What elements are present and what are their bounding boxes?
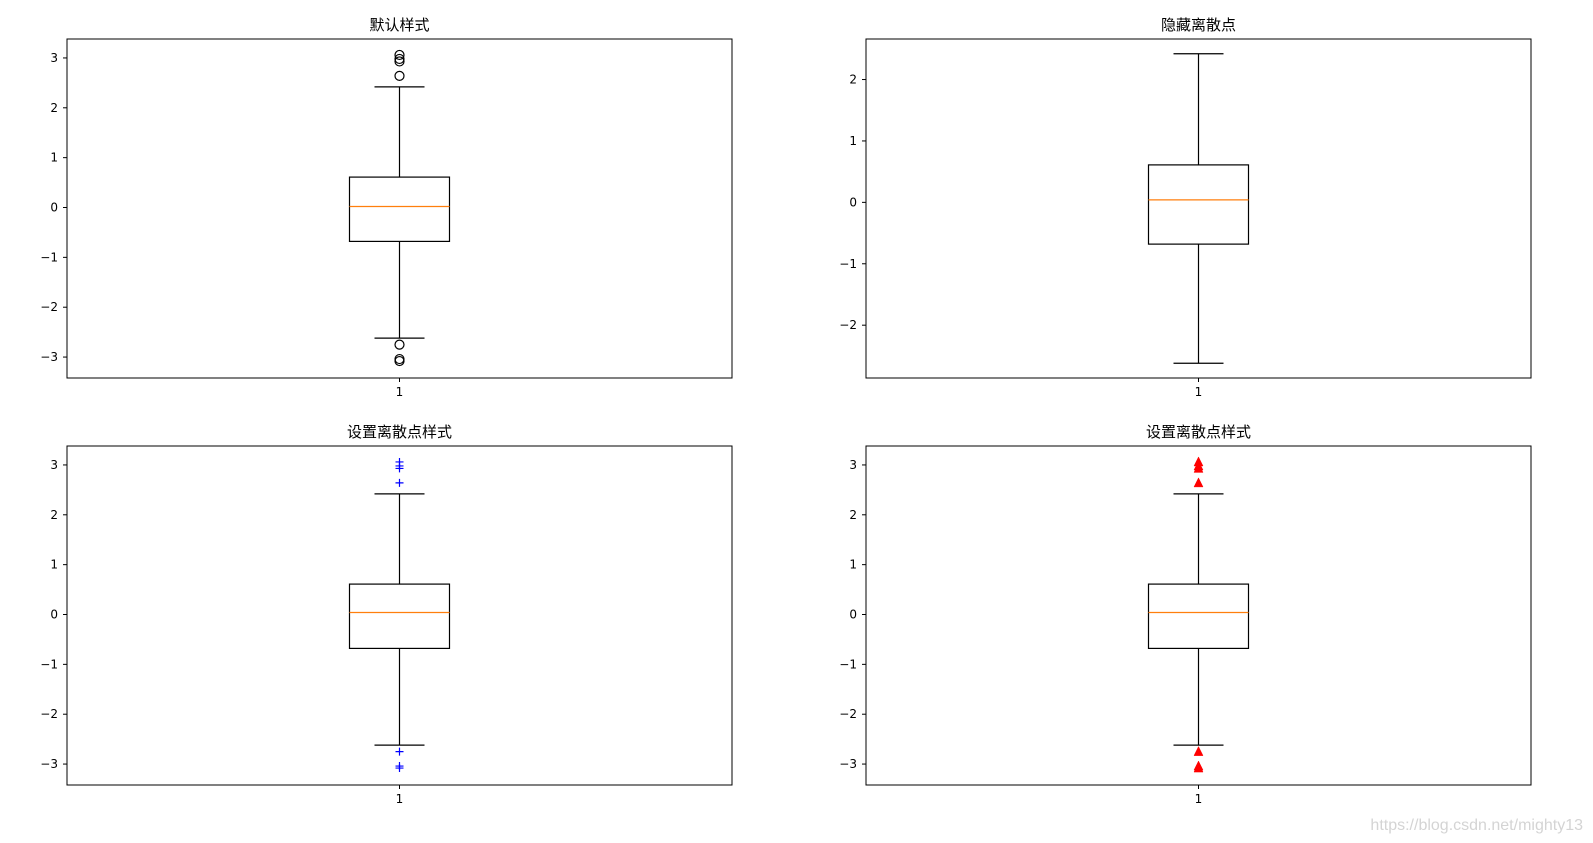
- chart-title: 设置离散点样式: [347, 423, 452, 441]
- y-tick-label: −3: [40, 757, 58, 771]
- x-tick-label: 1: [396, 385, 404, 399]
- y-tick-label: −1: [839, 257, 857, 271]
- y-tick-label: 3: [50, 458, 58, 472]
- subplot-3: 设置离散点样式 −3 −2 −1 0 1 2 3 1: [40, 423, 733, 806]
- x-tick-label: 1: [1195, 792, 1203, 806]
- y-tick-label: 1: [50, 151, 58, 165]
- chart-title: 设置离散点样式: [1146, 423, 1251, 441]
- box: [1147, 583, 1250, 650]
- y-tick-label: 3: [50, 51, 58, 65]
- y-tick-label: 1: [849, 558, 857, 572]
- y-tick-label: −2: [839, 707, 857, 721]
- subplot-4: 设置离散点样式 −3 −2 −1 0 1 2 3 1: [839, 423, 1532, 806]
- watermark: https://blog.csdn.net/mighty13: [1370, 817, 1583, 834]
- outlier-point: [1193, 746, 1204, 756]
- y-tick-label: −2: [40, 300, 58, 314]
- outlier-point: [394, 70, 405, 81]
- y-tick-label: 3: [849, 458, 857, 472]
- outlier-point: [394, 355, 405, 367]
- outlier-point: [1193, 456, 1204, 467]
- y-tick-label: 2: [50, 508, 58, 522]
- y-tick-label: −3: [839, 757, 857, 771]
- y-tick-label: 2: [50, 101, 58, 115]
- outlier-point: [1193, 477, 1204, 488]
- subplot-2: 隐藏离散点 −2 −1 0 1 2 1: [839, 16, 1532, 399]
- chart-title: 隐藏离散点: [1161, 16, 1236, 34]
- y-tick-label: −1: [839, 657, 857, 671]
- x-tick-label: 1: [1195, 385, 1203, 399]
- y-tick-label: 0: [849, 608, 857, 622]
- y-tick-label: −2: [40, 707, 58, 721]
- y-tick-label: −1: [40, 250, 58, 264]
- y-tick-label: 2: [849, 73, 857, 87]
- y-tick-label: 1: [50, 558, 58, 572]
- x-tick-label: 1: [396, 792, 404, 806]
- y-tick-label: −2: [839, 318, 857, 332]
- outlier-point: [1193, 762, 1204, 773]
- outlier-point: [395, 457, 404, 466]
- outlier-point: [394, 339, 405, 350]
- outlier-point: [395, 764, 404, 773]
- outlier-point: [394, 56, 405, 67]
- box: [348, 176, 451, 243]
- subplot-1: 默认样式 −3 −2 −1 0 1 2 3 1: [40, 16, 733, 399]
- y-tick-label: 0: [50, 608, 58, 622]
- y-tick-label: 0: [50, 201, 58, 215]
- outlier-point: [394, 53, 405, 65]
- y-tick-label: −1: [40, 657, 58, 671]
- outlier-point: [395, 747, 404, 756]
- outlier-point: [394, 49, 405, 61]
- outlier-point: [395, 478, 404, 487]
- y-tick-label: 0: [849, 195, 857, 209]
- y-tick-label: 2: [849, 508, 857, 522]
- y-tick-label: −3: [40, 350, 58, 364]
- chart-title: 默认样式: [369, 16, 429, 34]
- y-tick-label: 1: [849, 134, 857, 148]
- box: [1147, 164, 1250, 245]
- box: [348, 583, 451, 650]
